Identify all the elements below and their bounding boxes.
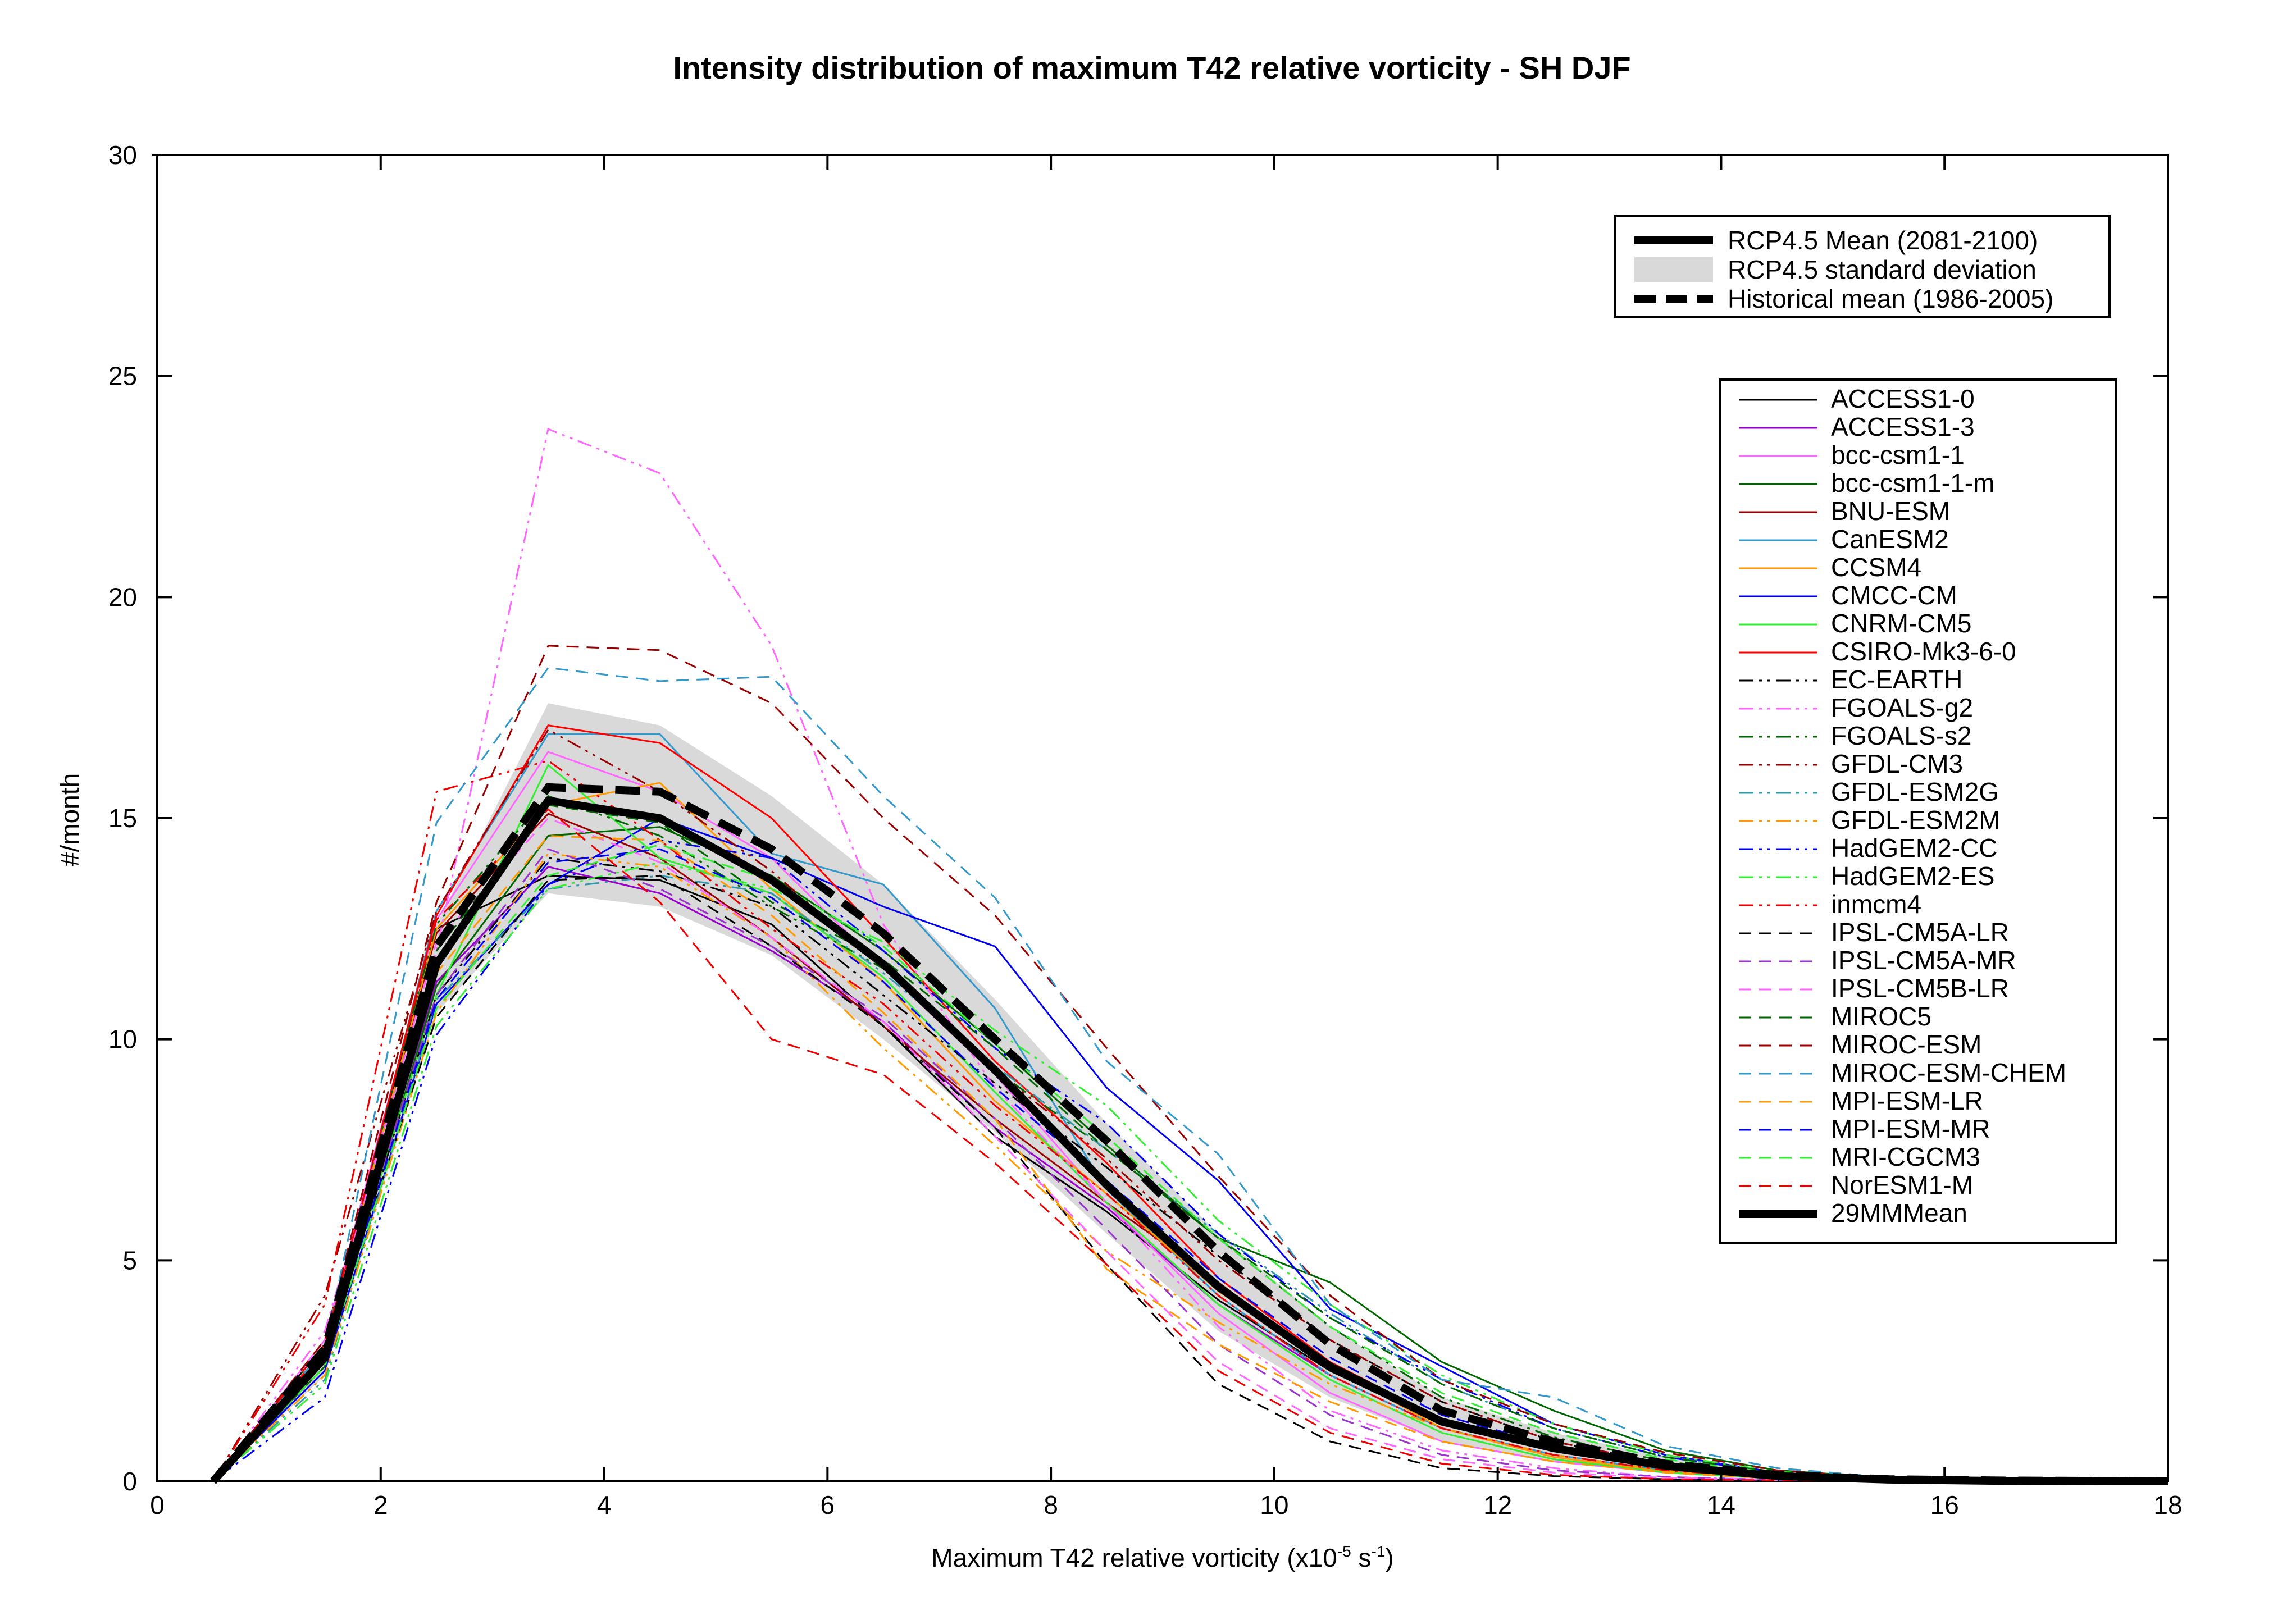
legend-label-mpi-esm-lr: MPI-ESM-LR — [1831, 1086, 1983, 1115]
x-axis-label: Maximum T42 relative vorticity (x10-5 s-… — [931, 1543, 1394, 1572]
legend-models: ACCESS1-0ACCESS1-3bcc-csm1-1bcc-csm1-1-m… — [1719, 378, 2117, 1244]
legend-label-hadgem2-cc: HadGEM2-CC — [1831, 833, 1998, 863]
x-tick-label: 10 — [1260, 1490, 1288, 1520]
legend-label-inmcm4: inmcm4 — [1831, 889, 1921, 919]
legend-label-access1-0: ACCESS1-0 — [1831, 384, 1975, 413]
plot-area — [156, 154, 2169, 1485]
y-tick-label: 5 — [122, 1246, 137, 1275]
series-line-mpi-esm-mr — [212, 848, 2168, 1482]
legend-label-ipsl-cm5a-mr: IPSL-CM5A-MR — [1831, 946, 2016, 975]
x-tick-label: 8 — [1044, 1490, 1058, 1520]
legend-label-bcc-csm1-1: bcc-csm1-1 — [1831, 440, 1965, 469]
legend-label-csiro-mk3-6-0: CSIRO-Mk3-6-0 — [1831, 637, 2016, 666]
legend-label-mri-cgcm3: MRI-CGCM3 — [1831, 1142, 1980, 1171]
y-tick-label: 25 — [108, 362, 137, 391]
x-axis: 0 2 4 6 8 10 12 14 16 18 — [150, 155, 2183, 1520]
legend-label-ipsl-cm5a-lr: IPSL-CM5A-LR — [1831, 918, 2009, 947]
legend-summary: RCP4.5 Mean (2081-2100) RCP4.5 standard … — [1614, 215, 2111, 318]
series-line-miroc-esm — [212, 645, 2169, 1482]
legend-label-bnu-esm: BNU-ESM — [1831, 496, 1950, 526]
legend-label-miroc-esm: MIROC-ESM — [1831, 1030, 1981, 1059]
legend-label-gfdl-cm3: GFDL-CM3 — [1831, 749, 1963, 778]
legend-label-hadgem2-es: HadGEM2-ES — [1831, 861, 1994, 891]
legend-label-gfdl-esm2g: GFDL-ESM2G — [1831, 777, 1999, 806]
x-tick-label: 4 — [597, 1490, 612, 1520]
legend-label-miroc-esm-chem: MIROC-ESM-CHEM — [1831, 1058, 2066, 1087]
legend-models-frame — [1719, 378, 2117, 1244]
legend-swatch-std-band — [1634, 257, 1713, 282]
y-tick-label: 20 — [108, 582, 137, 612]
series-line-miroc-esm-chem — [212, 667, 2169, 1482]
y-tick-label: 0 — [122, 1467, 137, 1496]
legend-label-ccsm4: CCSM4 — [1831, 553, 1921, 582]
legend-label-std-band: RCP4.5 standard deviation — [1728, 255, 2037, 284]
legend-label-mpi-esm-mr: MPI-ESM-MR — [1831, 1114, 1990, 1143]
legend-label-fgoals-g2: FGOALS-g2 — [1831, 693, 1973, 722]
std-band — [213, 703, 2169, 1481]
legend-label-cmcc-cm: CMCC-CM — [1831, 581, 1957, 610]
x-tick-label: 12 — [1483, 1490, 1512, 1520]
legend-models-entries: ACCESS1-0ACCESS1-3bcc-csm1-1bcc-csm1-1-m… — [1739, 384, 2066, 1228]
series-line-fgoals-s2 — [212, 795, 2168, 1482]
rcp-mean-layer — [210, 796, 2168, 1485]
legend-label-fgoals-s2: FGOALS-s2 — [1831, 721, 1972, 750]
std-band-layer — [213, 703, 2169, 1481]
x-tick-label: 6 — [821, 1490, 835, 1520]
legend-label-rcp-mean: RCP4.5 Mean (2081-2100) — [1728, 226, 2038, 255]
chart-title: Intensity distribution of maximum T42 re… — [673, 50, 1630, 85]
legend-label-ec-earth: EC-EARTH — [1831, 665, 1962, 694]
y-tick-label: 10 — [108, 1025, 137, 1054]
legend-label-gfdl-esm2m: GFDL-ESM2M — [1831, 805, 2001, 834]
y-tick-label: 15 — [108, 804, 137, 833]
x-tick-label: 16 — [1930, 1490, 1959, 1520]
x-tick-label: 18 — [2153, 1490, 2182, 1520]
x-tick-label: 0 — [150, 1490, 165, 1520]
legend-label-canesm2: CanESM2 — [1831, 524, 1949, 554]
legend-label-cnrm-cm5: CNRM-CM5 — [1831, 609, 1971, 638]
legend-label-miroc5: MIROC5 — [1831, 1002, 1931, 1031]
legend-label-29mmmean: 29MMMean — [1831, 1198, 1967, 1228]
legend-label-ipsl-cm5b-lr: IPSL-CM5B-LR — [1831, 974, 2009, 1003]
y-axis: 0 5 10 15 20 25 30 — [108, 140, 2168, 1496]
legend-label-access1-3: ACCESS1-3 — [1831, 412, 1975, 441]
y-axis-label: #/month — [55, 773, 84, 866]
legend-label-noresm1-m: NorESM1-M — [1831, 1170, 1973, 1199]
x-tick-label: 2 — [373, 1490, 388, 1520]
rcp-mean-line — [210, 796, 2168, 1485]
legend-label-bcc-csm1-1-m: bcc-csm1-1-m — [1831, 468, 1994, 498]
y-tick-label: 30 — [108, 140, 137, 170]
legend-label-historical: Historical mean (1986-2005) — [1728, 284, 2053, 313]
x-tick-label: 14 — [1707, 1490, 1735, 1520]
